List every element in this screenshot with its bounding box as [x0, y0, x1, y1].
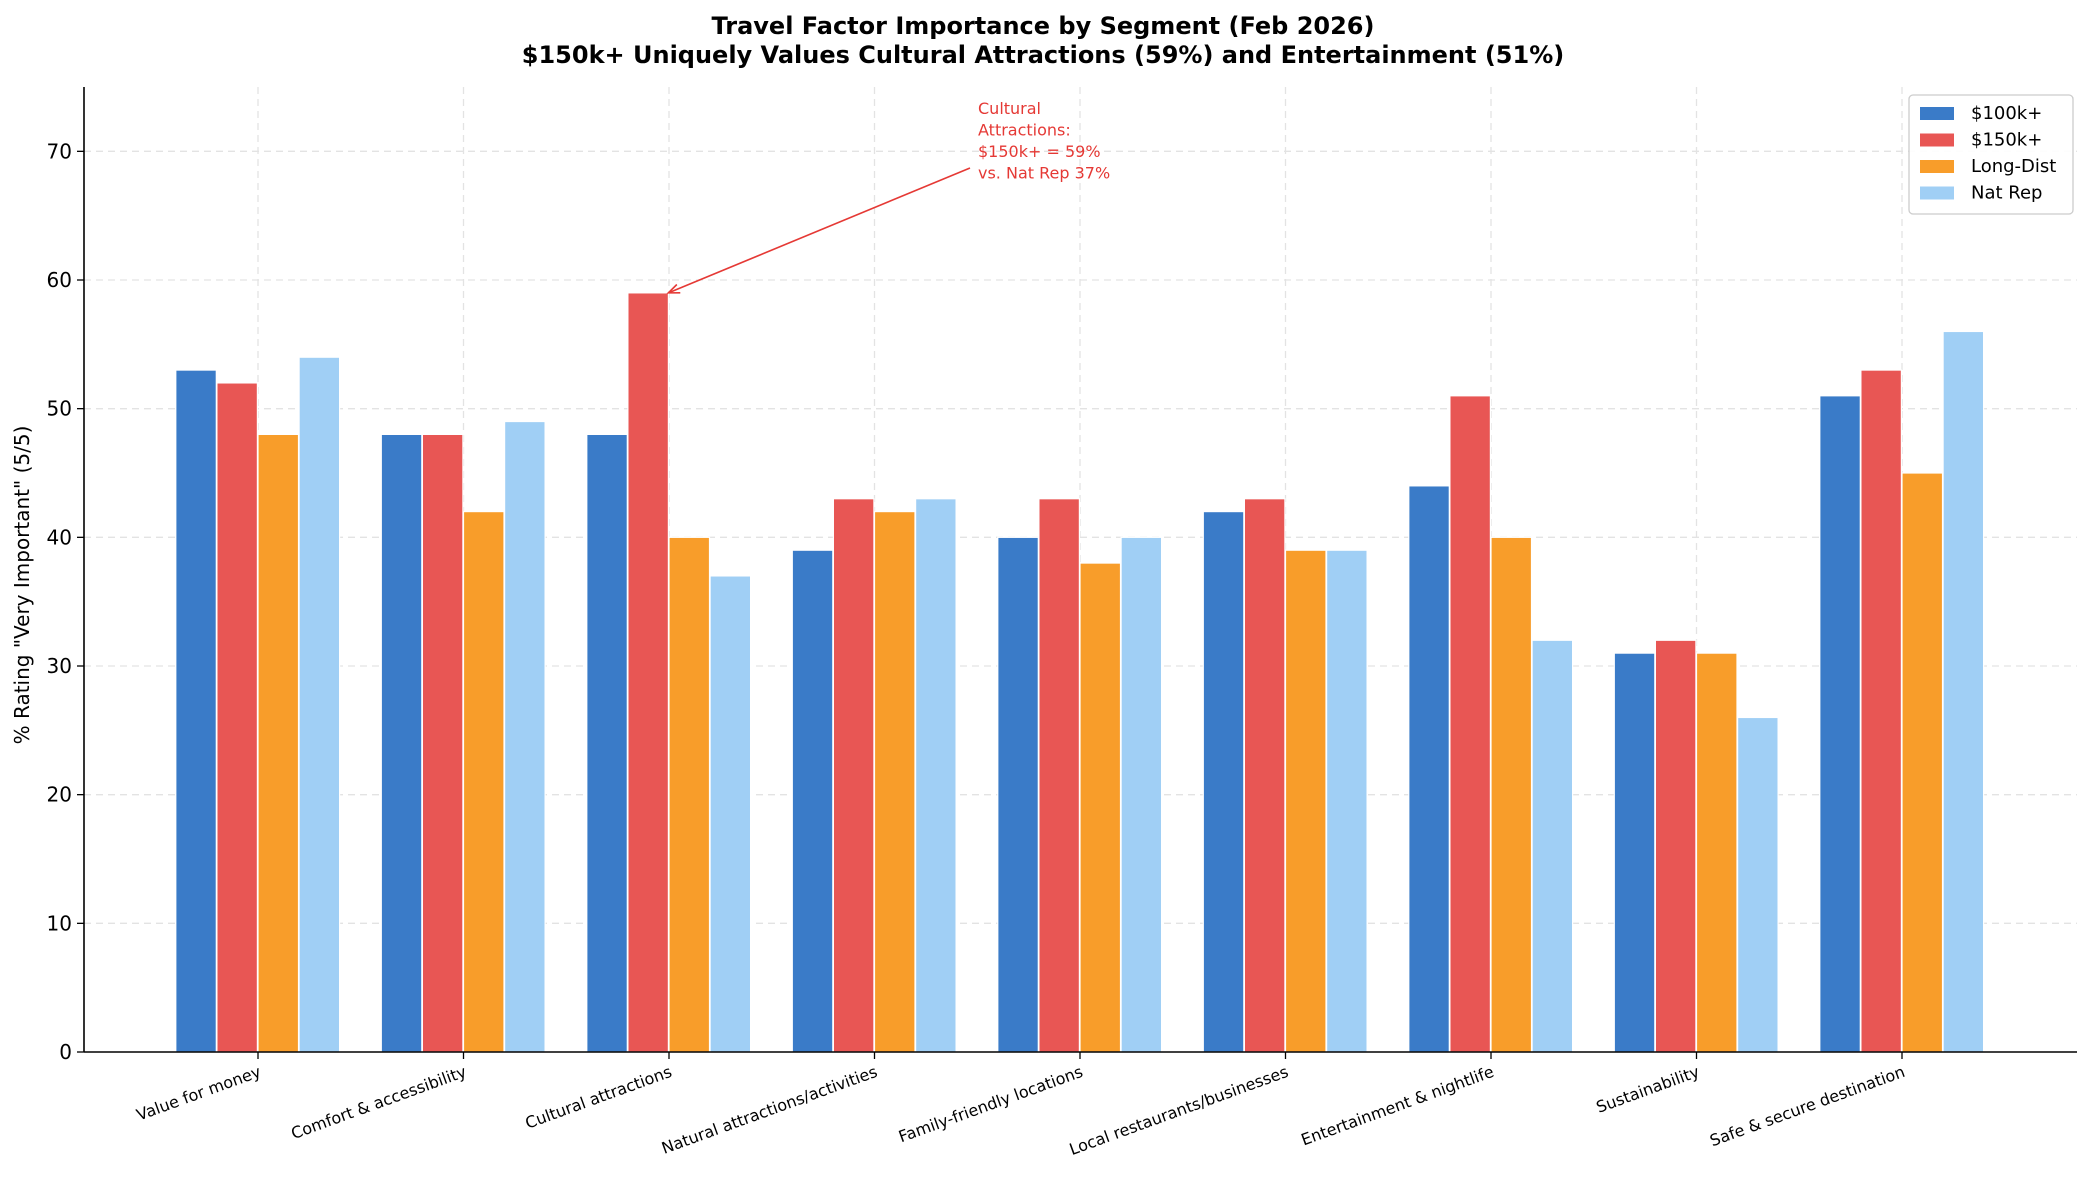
y-tick-label: 20 — [47, 783, 72, 807]
bar — [1736, 716, 1779, 1053]
legend-swatch — [1920, 107, 1954, 120]
x-category-label: Entertainment & nightlife — [1299, 1062, 1497, 1149]
bar — [1490, 536, 1533, 1053]
legend-swatch — [1920, 186, 1954, 200]
bars-layer — [175, 292, 1985, 1053]
bar — [1901, 472, 1944, 1053]
legend-label: $150k+ — [1971, 130, 2042, 151]
y-tick-label: 50 — [47, 397, 72, 421]
bar — [997, 536, 1039, 1053]
x-category-label: Safe & secure destination — [1707, 1062, 1907, 1150]
legend-label: Long-Dist — [1971, 156, 2056, 177]
x-category-label: Local restaurants/businesses — [1067, 1062, 1291, 1159]
bar — [1531, 639, 1574, 1053]
x-category-label: Sustainability — [1594, 1062, 1702, 1117]
legend-label: $100k+ — [1971, 103, 2042, 124]
bar — [668, 536, 711, 1053]
bar — [1819, 395, 1861, 1053]
bar — [298, 356, 341, 1053]
annotation-text: Cultural — [978, 99, 1041, 118]
annotation-text: vs. Nat Rep 37% — [978, 164, 1110, 183]
bar — [1243, 498, 1286, 1053]
x-category-label: Family-friendly locations — [896, 1062, 1085, 1146]
y-tick-label: 10 — [47, 911, 72, 935]
bar — [1860, 369, 1903, 1053]
bar — [1654, 639, 1697, 1053]
annotation: Cultural Attractions: $150k+ = 59% vs. Nat … — [666, 99, 1110, 294]
bar — [873, 511, 916, 1053]
bar — [1449, 395, 1492, 1053]
annotation-arrowhead — [666, 283, 681, 294]
y-axis-label: % Rating "Very Important" (5/5) — [10, 426, 34, 745]
bar — [504, 420, 546, 1053]
bar — [216, 382, 258, 1053]
legend-swatch — [1920, 160, 1954, 173]
legend-swatch — [1920, 133, 1954, 147]
x-category-label: Natural attractions/activities — [659, 1062, 880, 1158]
bar — [462, 511, 505, 1053]
annotation-arrow — [668, 167, 971, 294]
bar — [586, 433, 628, 1053]
bar — [832, 498, 875, 1053]
legend-label: Nat Rep — [1971, 183, 2042, 204]
chart-subtitle: $150k+ Uniquely Values Cultural Attracti… — [522, 41, 1564, 69]
legend: $100k+ $150k+ Long-Dist Nat Rep — [1908, 94, 2074, 215]
annotation-text: Attractions: — [978, 121, 1071, 140]
x-category-label: Value for money — [134, 1062, 264, 1125]
axes-layer — [77, 87, 2077, 1059]
chart-title: Travel Factor Importance by Segment (Feb… — [712, 12, 1375, 40]
bar — [1695, 652, 1738, 1053]
bar — [421, 433, 464, 1053]
x-category-label: Comfort & accessibility — [288, 1062, 468, 1143]
y-tick-label: 40 — [47, 525, 72, 549]
x-category-label: Cultural attractions — [523, 1062, 675, 1133]
bar — [627, 292, 670, 1053]
y-tick-label: 30 — [47, 654, 72, 678]
bar — [257, 433, 300, 1053]
y-tick-label: 70 — [47, 139, 72, 163]
bar — [380, 433, 423, 1053]
legend-frame — [1908, 94, 2074, 215]
bar — [1202, 511, 1245, 1053]
bar — [1325, 549, 1368, 1053]
bar — [1408, 485, 1450, 1053]
bar — [1079, 562, 1122, 1053]
y-tick-label: 60 — [47, 268, 72, 292]
bar — [914, 498, 957, 1053]
bar — [175, 369, 217, 1053]
bar — [1942, 330, 1985, 1053]
bar — [1038, 498, 1081, 1053]
bar — [709, 575, 752, 1053]
annotation-text: $150k+ = 59% — [978, 142, 1101, 161]
y-tick-label: 0 — [59, 1040, 72, 1064]
bar — [1284, 549, 1327, 1053]
bar — [791, 549, 834, 1053]
bar — [1120, 536, 1163, 1053]
bar — [1613, 652, 1656, 1053]
